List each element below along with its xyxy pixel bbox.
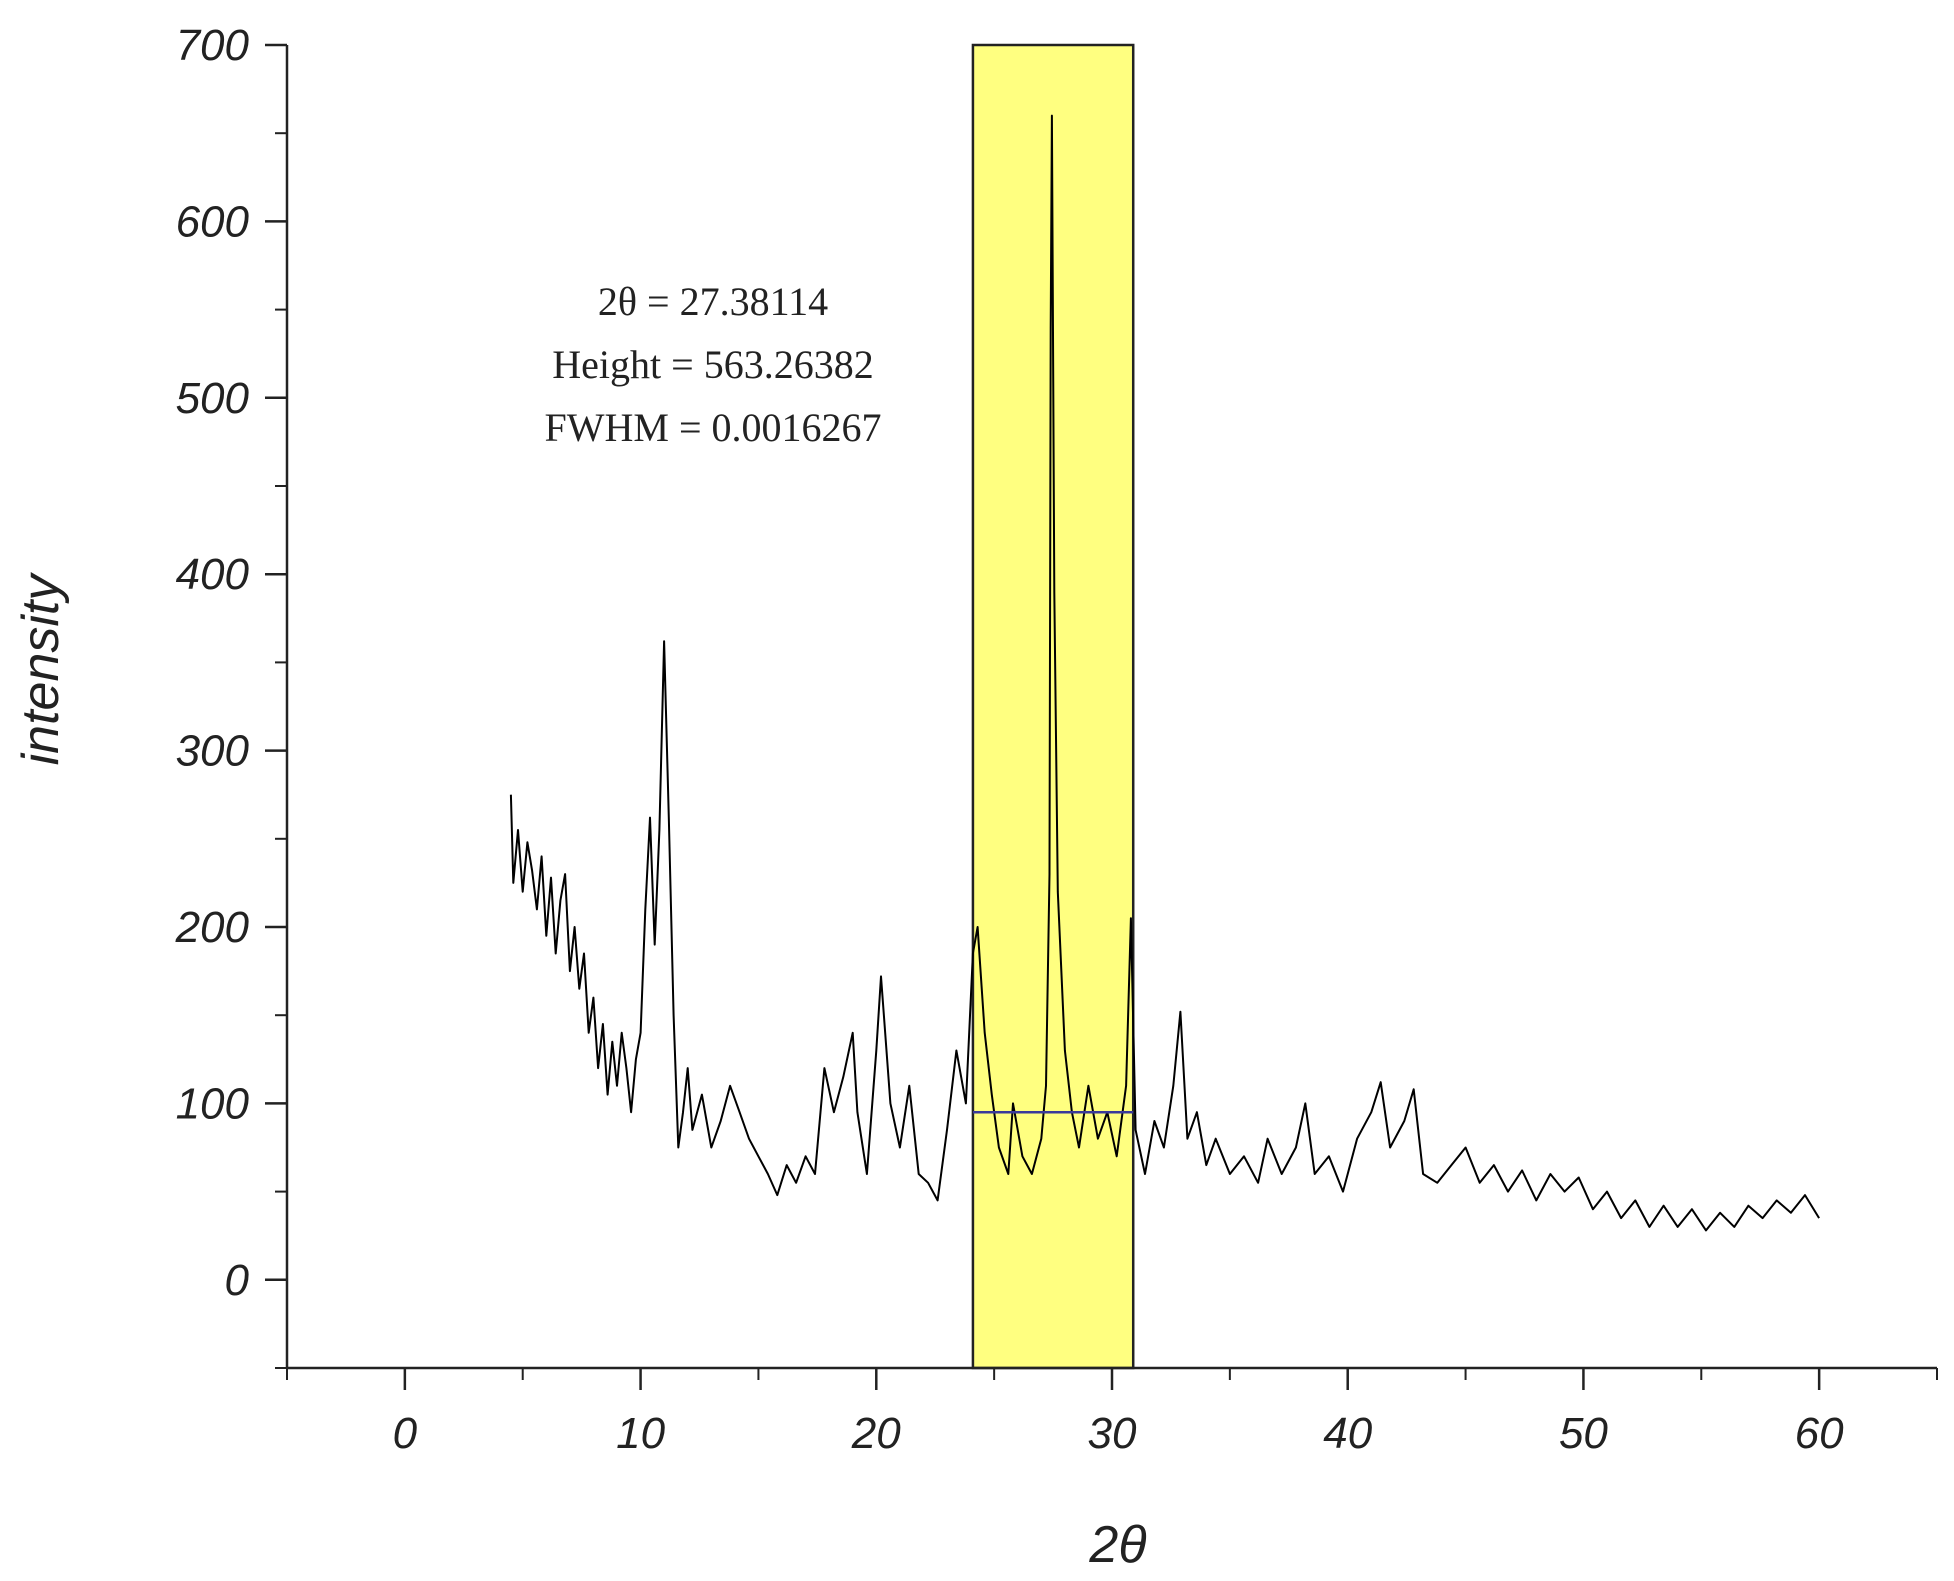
y-tick-label: 200: [175, 903, 250, 952]
x-tick-label: 50: [1559, 1409, 1608, 1458]
series-line-0: [509, 114, 1820, 1232]
y-tick-label: 600: [176, 197, 250, 246]
y-tick-label: 500: [176, 374, 250, 423]
annotation-line-3: FWHM = 0.0016267: [544, 405, 881, 450]
y-tick-label: 0: [225, 1256, 250, 1305]
y-tick-label: 700: [176, 21, 250, 70]
x-tick-label: 60: [1795, 1409, 1844, 1458]
annotation-line-2: Height = 563.26382: [552, 342, 873, 387]
x-tick-label: 10: [616, 1409, 665, 1458]
x-axis-title: 2θ: [1088, 1516, 1146, 1574]
x-tick-label: 40: [1323, 1409, 1372, 1458]
peak-annotation: 2θ = 27.38114 Height = 563.26382 FWHM = …: [544, 279, 881, 450]
x-tick-label: 30: [1088, 1409, 1137, 1458]
x-tick-label: 0: [393, 1409, 418, 1458]
y-tick-label: 300: [176, 727, 250, 776]
annotation-line-1: 2θ = 27.38114: [598, 279, 828, 324]
x-tick-label: 20: [851, 1409, 901, 1458]
y-tick-label: 400: [176, 550, 250, 599]
y-tick-label: 100: [176, 1079, 250, 1128]
y-axis-title: intensity: [12, 572, 70, 766]
